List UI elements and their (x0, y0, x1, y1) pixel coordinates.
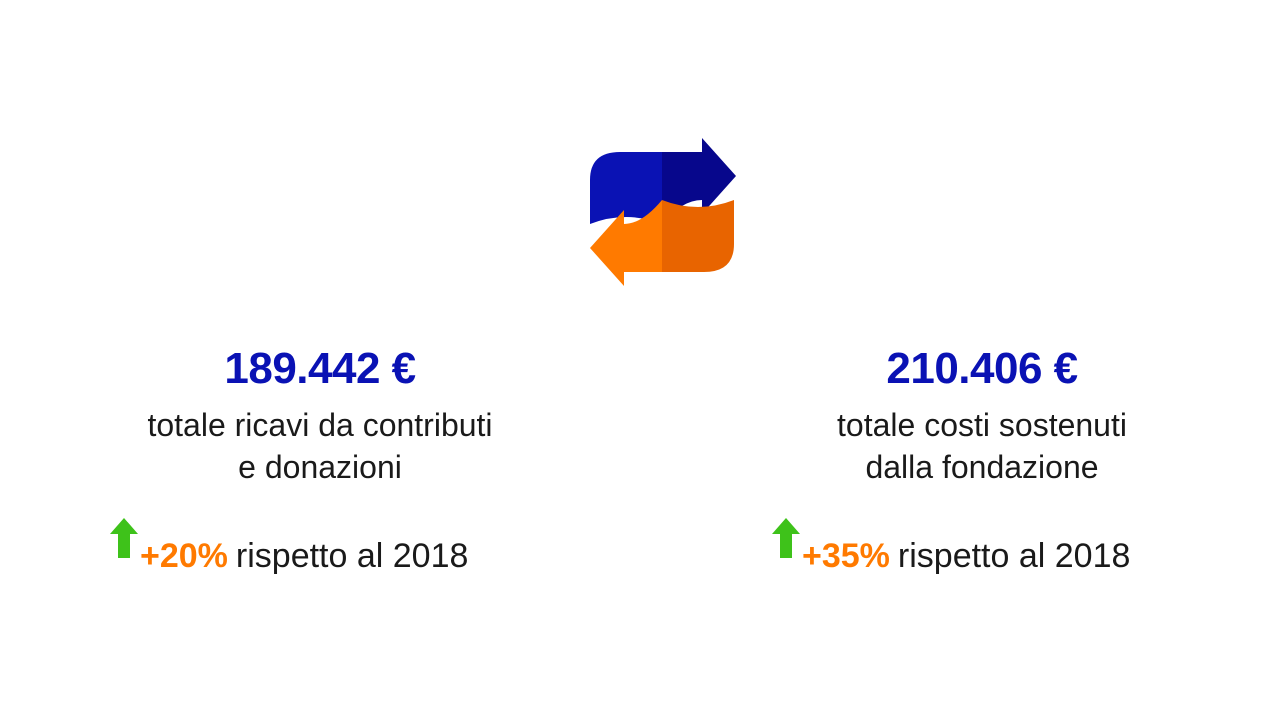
costs-description-line2: dalla fondazione (865, 449, 1099, 485)
costs-change-suffix: rispetto al 2018 (897, 537, 1131, 575)
revenue-amount: 189.442 € (224, 344, 416, 393)
revenue-description-line1: totale ricavi da contributi (147, 407, 493, 443)
revenue-change: +20% rispetto al 2018 (110, 518, 468, 576)
costs-description-line1: totale costi sostenuti (837, 407, 1127, 443)
costs-amount: 210.406 € (886, 344, 1078, 393)
up-arrow-icon (110, 518, 138, 558)
costs-change: +35% rispetto al 2018 (772, 518, 1130, 576)
exchange-arrows-icon (590, 138, 736, 286)
costs-block: 210.406 € totale costi sostenuti dalla f… (752, 340, 1212, 488)
revenue-description-line2: e donazioni (238, 449, 402, 485)
costs-description: totale costi sostenuti dalla fondazione (752, 404, 1212, 488)
revenue-change-suffix: rispetto al 2018 (235, 537, 469, 575)
costs-change-text: +35% rispetto al 2018 (802, 536, 1130, 576)
revenue-description: totale ricavi da contributi e donazioni (90, 404, 550, 488)
revenue-block: 189.442 € totale ricavi da contributi e … (90, 340, 550, 488)
revenue-change-percent: +20% (140, 537, 228, 575)
revenue-change-text: +20% rispetto al 2018 (140, 536, 468, 576)
costs-change-percent: +35% (802, 537, 890, 575)
up-arrow-icon (772, 518, 800, 558)
